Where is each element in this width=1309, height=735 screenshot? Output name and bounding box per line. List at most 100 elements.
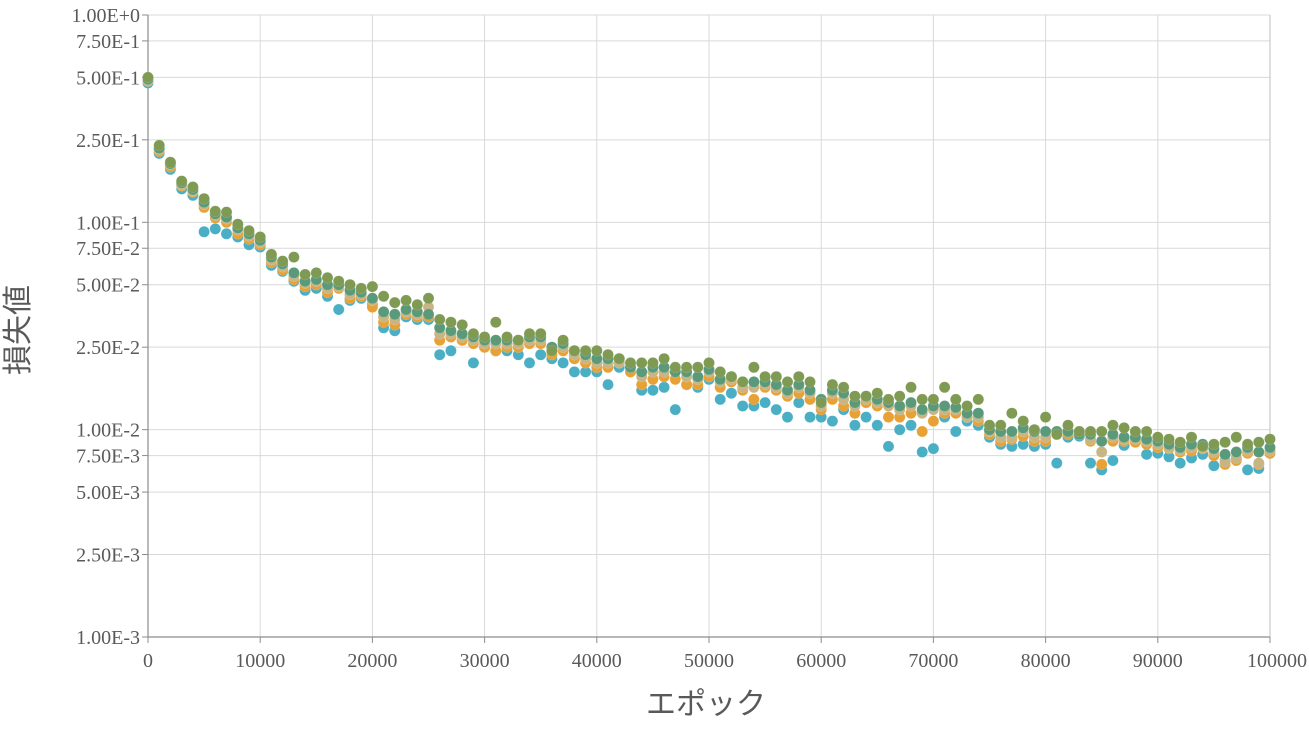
data-point	[893, 390, 906, 402]
data-point	[288, 251, 300, 263]
data-point	[321, 272, 334, 284]
data-point	[220, 206, 233, 218]
data-point	[804, 376, 816, 388]
data-point	[1208, 438, 1220, 451]
data-point	[871, 419, 884, 432]
y-tick-label: 5.00E-3	[76, 482, 140, 504]
data-point	[1253, 457, 1265, 469]
data-point	[389, 296, 401, 309]
data-point	[1230, 446, 1243, 458]
data-point	[1129, 425, 1142, 438]
data-point	[882, 411, 895, 423]
data-point	[445, 345, 457, 357]
data-point	[860, 411, 872, 423]
data-points	[142, 71, 1276, 476]
data-point	[1062, 419, 1074, 432]
data-point	[804, 411, 816, 423]
data-point	[725, 387, 738, 399]
data-point	[377, 290, 390, 303]
data-point	[1095, 425, 1108, 438]
data-point	[422, 308, 435, 321]
data-point	[916, 446, 928, 458]
x-tick-label: 20000	[347, 650, 397, 672]
y-tick-label: 7.50E-1	[76, 31, 140, 53]
data-point	[1039, 425, 1052, 438]
data-point	[770, 403, 783, 416]
data-point	[1219, 436, 1231, 448]
data-point	[1264, 433, 1276, 445]
data-point	[613, 352, 625, 365]
data-point	[1163, 433, 1175, 445]
y-tick-label: 1.00E-3	[76, 627, 140, 649]
data-point	[714, 393, 726, 406]
data-point	[276, 255, 289, 267]
data-point	[602, 378, 614, 391]
data-point	[1084, 457, 1097, 469]
data-point	[1095, 446, 1108, 458]
x-tick-label: 10000	[235, 650, 285, 672]
data-point	[669, 361, 682, 374]
y-axis-title: 損失値	[1, 285, 36, 375]
series-5	[142, 71, 1276, 453]
data-point	[501, 331, 513, 343]
data-point	[478, 331, 491, 343]
data-point	[220, 228, 233, 240]
data-point	[658, 352, 670, 365]
data-point	[209, 205, 222, 218]
data-point	[299, 268, 311, 281]
data-point	[254, 231, 266, 243]
data-point	[1006, 425, 1018, 438]
data-point	[961, 400, 973, 412]
x-axis-tick-labels: 0 10000 20000 30000 40000 50000 60000 70000 8000…	[143, 650, 1307, 672]
data-point	[344, 278, 356, 291]
data-point	[1051, 428, 1063, 441]
data-point	[490, 316, 502, 328]
data-point	[635, 357, 648, 369]
data-point	[1140, 425, 1153, 438]
data-point	[1095, 435, 1108, 447]
axes	[142, 14, 1271, 643]
y-tick-label: 2.50E-1	[76, 130, 140, 152]
data-point	[994, 419, 1007, 432]
data-point	[332, 275, 345, 287]
y-tick-label: 2.50E-2	[76, 337, 140, 359]
data-point	[175, 175, 188, 187]
data-point	[736, 400, 749, 412]
data-point	[332, 303, 345, 316]
data-point	[198, 192, 210, 205]
data-point	[950, 393, 962, 406]
data-point	[759, 370, 771, 383]
data-point	[882, 440, 895, 453]
data-point	[445, 316, 457, 328]
data-point	[692, 361, 704, 374]
data-point	[1028, 423, 1041, 436]
y-tick-label: 1.00E-1	[76, 212, 140, 234]
data-point	[1084, 425, 1097, 438]
data-point	[1107, 454, 1119, 467]
x-tick-label: 0	[143, 650, 153, 672]
data-point	[1017, 415, 1029, 427]
data-point	[938, 400, 951, 412]
data-point	[591, 345, 603, 357]
data-point	[916, 425, 928, 438]
x-tick-label: 100000	[1247, 650, 1307, 672]
data-point	[1039, 411, 1052, 423]
data-point	[557, 357, 569, 369]
data-point	[950, 425, 962, 438]
data-point	[972, 393, 985, 406]
data-point	[849, 390, 861, 402]
data-point	[927, 415, 940, 427]
data-point	[815, 396, 827, 409]
data-point	[871, 387, 884, 399]
data-point	[849, 419, 861, 432]
data-point	[568, 366, 581, 378]
data-point	[725, 370, 738, 383]
data-point	[467, 328, 480, 340]
data-point	[860, 390, 872, 402]
data-point	[557, 334, 569, 346]
data-point	[512, 334, 525, 346]
data-point	[1152, 431, 1164, 443]
data-point	[366, 292, 379, 305]
data-point	[490, 334, 502, 346]
data-point	[1230, 431, 1243, 443]
